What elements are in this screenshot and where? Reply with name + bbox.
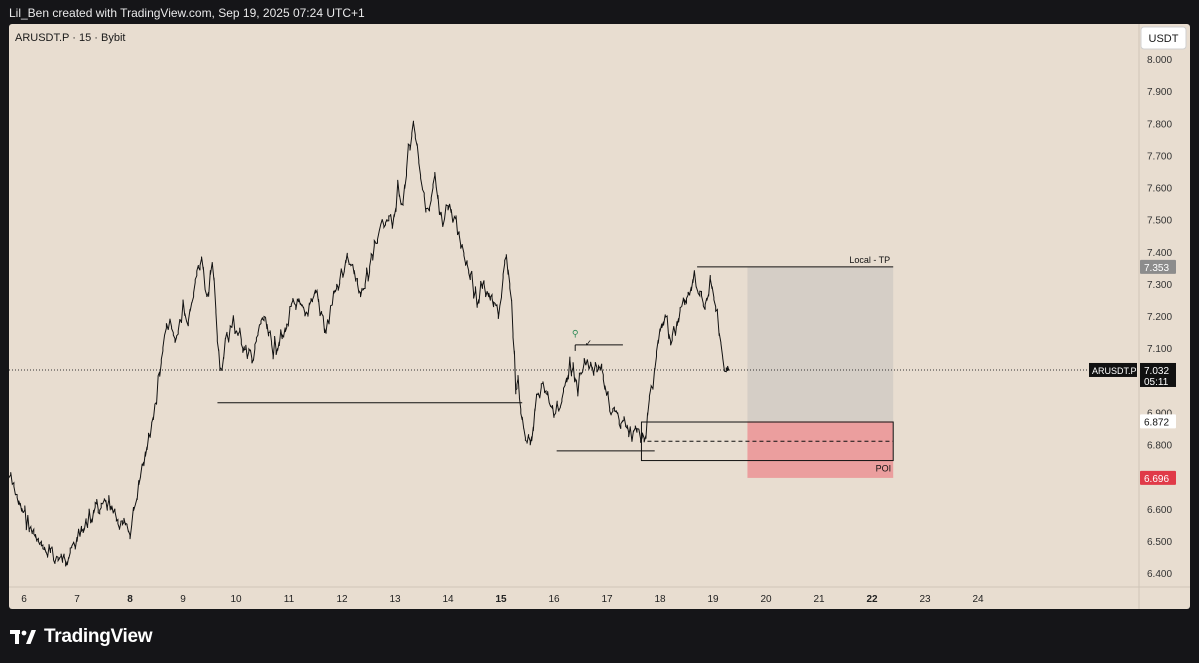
x-tick-label: 8 (127, 594, 133, 605)
price-series (9, 120, 730, 567)
tp-price-label-bg (1140, 259, 1176, 274)
y-tick-label: 8.000 (1147, 55, 1172, 66)
x-tick-label: 9 (180, 594, 186, 605)
y-tick-label: 7.200 (1147, 312, 1172, 323)
y-tick-label: 6.500 (1147, 537, 1172, 548)
y-tick-label: 7.700 (1147, 151, 1172, 162)
sl-price-label-bg (1140, 470, 1176, 485)
local-tp-label: Local - TP (849, 255, 890, 265)
x-tick-label: 10 (230, 594, 242, 605)
y-tick-label: 7.100 (1147, 344, 1172, 355)
currency-badge (1140, 26, 1187, 50)
y-tick-label: 6.400 (1147, 569, 1172, 580)
x-tick-label: 11 (284, 594, 295, 605)
entry-price-label: 6.872 (1144, 417, 1169, 428)
current-price-label: 7.032 (1144, 366, 1169, 377)
y-tick-label: 7.400 (1147, 248, 1172, 259)
y-tick-label: 6.900 (1147, 408, 1172, 419)
y-tick-label: 7.300 (1147, 280, 1172, 291)
tradingview-logo: TradingView (10, 625, 153, 649)
y-tick-label: 6.600 (1147, 505, 1172, 516)
snapshot-caption: Lil_Ben created with TradingView.com, Se… (9, 6, 365, 20)
x-tick-label: 14 (442, 594, 454, 605)
x-tick-label: 22 (866, 594, 878, 605)
x-tick-label: 23 (919, 594, 931, 605)
entry-price-label-bg (1140, 414, 1176, 429)
tp-price-label: 7.353 (1144, 263, 1169, 274)
symbol-title: ARUSDT.P · 15 · Bybit (15, 32, 125, 44)
x-tick-label: 12 (336, 594, 348, 605)
y-tick-label: 6.800 (1147, 441, 1172, 452)
chart-panel[interactable]: ARUSDT.P · 15 · Bybit USDT 8.000 7.900 7.800… (9, 24, 1190, 609)
x-tick-label: 16 (548, 594, 560, 605)
tradingview-wordmark: TradingView (44, 626, 153, 647)
currency-badge-label[interactable]: USDT (1149, 33, 1179, 45)
y-tick-label: 7.900 (1147, 87, 1172, 98)
tradingview-mark-icon (10, 630, 36, 644)
signal-marker-icon: ⚲ (572, 330, 579, 340)
take-profit-zone (747, 266, 894, 422)
x-tick-label: 19 (707, 594, 719, 605)
x-tick-label: 15 (495, 594, 507, 605)
current-symbol-label: ARUSDT.P (1092, 366, 1137, 376)
x-tick-label: 17 (601, 594, 613, 605)
x-tick-label: 24 (972, 594, 984, 605)
x-tick-label: 6 (21, 594, 27, 605)
sl-price-label: 6.696 (1144, 474, 1169, 485)
stop-loss-zone (747, 421, 894, 478)
current-symbol-label-bg (1089, 362, 1137, 377)
countdown-label: 05:11 (1144, 377, 1169, 388)
y-tick-label: 7.500 (1147, 216, 1172, 227)
x-tick-label: 18 (654, 594, 666, 605)
current-price-label-bg (1140, 362, 1176, 387)
x-tick-label: 7 (74, 594, 80, 605)
y-tick-label: 7.600 (1147, 184, 1172, 195)
x-tick-label: 21 (813, 594, 825, 605)
check-marker-icon: ✓ (585, 339, 593, 349)
poi-label: POI (876, 464, 892, 474)
price-chart[interactable]: ARUSDT.P · 15 · Bybit USDT 8.000 7.900 7.800… (9, 24, 1190, 609)
x-tick-label: 20 (760, 594, 772, 605)
y-tick-label: 7.800 (1147, 119, 1172, 130)
x-tick-label: 13 (389, 594, 401, 605)
